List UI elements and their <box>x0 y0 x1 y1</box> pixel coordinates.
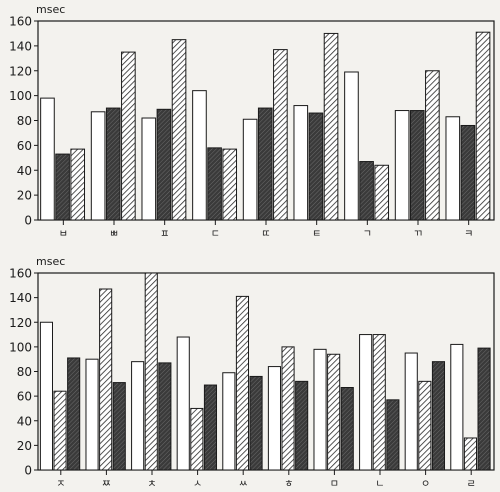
bar-white <box>445 116 461 221</box>
x-tick-label: ㅌ <box>312 229 321 240</box>
bar-hatched <box>235 295 250 471</box>
bar-white <box>39 321 53 471</box>
x-tick-label: ㄱ <box>363 229 372 240</box>
y-tick-label: 100 <box>9 340 32 354</box>
y-tick-label: 120 <box>9 64 32 78</box>
bar-white <box>313 348 327 471</box>
bar-hatched <box>281 346 295 471</box>
bar-dark <box>207 147 222 221</box>
x-tick-label: ㅁ <box>330 479 339 490</box>
bar-hatched <box>273 49 288 221</box>
x-tick-label: ㅊ <box>147 479 156 490</box>
y-tick-label: 60 <box>17 139 32 153</box>
bar-dark <box>460 124 476 221</box>
bar-hatched <box>99 288 113 471</box>
bar-white <box>359 334 373 471</box>
bar-hatched <box>70 148 86 221</box>
bar-dark <box>359 161 374 221</box>
bar-white <box>450 343 464 471</box>
bar-hatched <box>327 353 341 471</box>
bar-dark <box>477 347 491 471</box>
bar-hatched <box>53 390 67 471</box>
bar-white <box>192 90 207 221</box>
bar-dark <box>249 375 263 471</box>
x-tick-label: ㅅ <box>193 479 202 490</box>
bar-white <box>293 105 309 221</box>
bar-dark <box>105 107 121 221</box>
bar-white <box>222 372 236 471</box>
y-tick-label: 160 <box>9 15 32 29</box>
y-tick-label: 100 <box>9 89 32 103</box>
bar-hatched <box>372 334 386 471</box>
top-chart: 0 20 40 60 80 100 120 140 160 msec ㅂ ㅃ ㅍ ㄷ ㄸ ㅌ ㄱ ㄲ ㅋ <box>9 3 495 240</box>
x-tick-label: ㄹ <box>467 479 476 490</box>
bar-white <box>394 110 410 221</box>
y-tick-label: 80 <box>17 114 32 128</box>
x-tick-label: ㅍ <box>160 229 169 240</box>
bar-hatched <box>475 31 491 221</box>
bar-dark <box>158 362 172 471</box>
bar-white <box>141 117 157 221</box>
y-tick-label: 80 <box>17 365 32 379</box>
bar-dark <box>257 107 273 221</box>
bar-white <box>344 71 359 221</box>
bar-dark <box>55 153 70 221</box>
bar-dark <box>340 387 354 471</box>
y-tick-label: 0 <box>24 214 32 228</box>
bar-hatched <box>121 51 136 221</box>
bar-hatched <box>463 437 478 471</box>
bar-white <box>176 336 190 471</box>
bar-hatched <box>323 32 339 221</box>
bar-dark <box>409 110 425 221</box>
bar-white <box>85 358 99 471</box>
bar-hatched <box>425 70 440 221</box>
x-tick-label: ㄴ <box>375 479 384 490</box>
x-tick-label: ㄸ <box>261 229 270 240</box>
y-axis-label: msec <box>36 3 65 16</box>
bar-dark <box>308 112 324 221</box>
bar-dark <box>386 399 400 471</box>
x-tick-label: ㄲ <box>413 229 422 240</box>
x-tick-label: ㅉ <box>102 479 111 490</box>
bar-hatched <box>190 407 204 471</box>
bar-dark <box>431 361 446 471</box>
bar-white <box>131 361 145 471</box>
bar-white <box>90 111 106 221</box>
bar-white <box>267 366 281 471</box>
y-tick-label: 160 <box>9 267 32 281</box>
bar-dark <box>203 384 218 471</box>
y-axis-label: msec <box>36 255 65 268</box>
y-tick-label: 40 <box>17 164 32 178</box>
x-tick-label: ㅇ <box>421 479 430 490</box>
x-tick-label: ㅈ <box>56 479 65 490</box>
y-tick-label: 20 <box>17 189 32 203</box>
bar-hatched <box>374 164 390 221</box>
y-tick-label: 140 <box>9 39 32 53</box>
y-tick-label: 0 <box>24 464 32 478</box>
x-tick-label: ㅃ <box>109 229 118 240</box>
bar-white <box>40 97 55 221</box>
bar-dark <box>295 380 309 471</box>
bar-hatched <box>144 272 158 471</box>
bar-white <box>404 352 418 471</box>
bar-dark <box>156 108 172 221</box>
bar-dark <box>112 382 126 471</box>
y-tick-label: 60 <box>17 390 32 404</box>
bar-hatched <box>171 39 187 221</box>
x-tick-label: ㄷ <box>211 229 220 240</box>
bar-white <box>242 118 258 221</box>
x-tick-label: ㅂ <box>59 229 68 240</box>
bar-hatched <box>418 380 432 471</box>
y-tick-label: 140 <box>9 291 32 305</box>
y-tick-label: 40 <box>17 414 32 428</box>
bar-hatched <box>222 148 238 221</box>
x-tick-label: ㅋ <box>464 229 473 240</box>
x-tick-label: ㅆ <box>239 479 248 490</box>
bottom-chart: 0 20 40 60 80 100 120 140 160 msec ㅈ ㅉ ㅊ ㅅ ㅆ ㅎ ㅁ ㄴ ㅇ ㄹ <box>9 255 495 490</box>
y-tick-label: 120 <box>9 316 32 330</box>
x-tick-label: ㅎ <box>284 479 293 490</box>
y-tick-label: 20 <box>17 439 32 453</box>
bar-dark <box>67 357 81 471</box>
